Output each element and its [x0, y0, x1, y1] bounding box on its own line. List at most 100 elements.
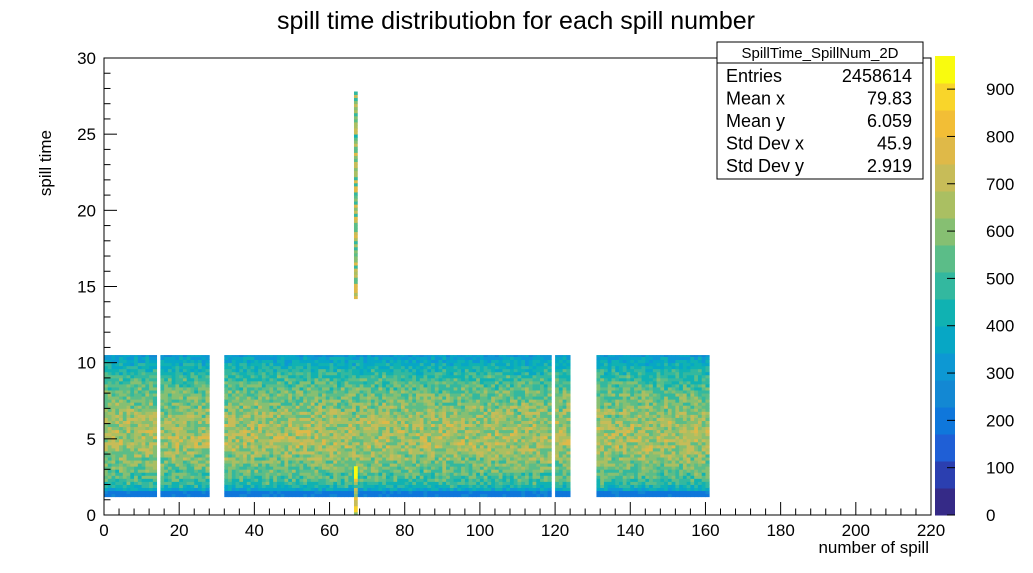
heatmap-cell: [446, 429, 451, 434]
heatmap-cell: [385, 478, 391, 482]
heatmap-cell: [269, 463, 274, 467]
heatmap-cell: [416, 396, 421, 400]
heatmap-cell: [457, 408, 462, 412]
heatmap-cell: [378, 466, 383, 470]
heatmap-cell: [370, 487, 376, 492]
heatmap-cell: [494, 402, 500, 406]
heatmap-cell: [130, 374, 135, 379]
heatmap-cell: [393, 387, 398, 391]
heatmap-cell: [310, 383, 315, 388]
heatmap-cell: [318, 402, 323, 406]
heatmap-cell: [126, 420, 131, 424]
heatmap-cell: [182, 493, 188, 498]
heatmap-cell: [224, 469, 229, 473]
heatmap-cell: [107, 457, 112, 461]
heatmap-cell: [446, 359, 451, 364]
heatmap-cell: [393, 402, 398, 406]
heatmap-cell: [197, 390, 203, 394]
heatmap-cell: [329, 454, 334, 458]
heatmap-cell: [374, 493, 379, 498]
heatmap-cell: [502, 466, 507, 470]
heatmap-cell: [367, 383, 372, 388]
heatmap-cell: [122, 484, 127, 488]
heatmap-cell: [329, 466, 334, 470]
heatmap-cell: [434, 444, 439, 449]
heatmap-cell: [276, 478, 282, 482]
heatmap-cell: [179, 466, 184, 470]
heatmap-cell: [416, 399, 421, 403]
heatmap-cell: [145, 411, 150, 415]
heatmap-cell: [318, 399, 323, 403]
heatmap-cell: [337, 444, 342, 449]
heatmap-cell: [164, 390, 169, 394]
heatmap-cell: [382, 365, 387, 370]
heatmap-cell: [374, 444, 379, 449]
heatmap-cell: [513, 393, 518, 397]
heatmap-cell: [261, 447, 267, 452]
heatmap-cell: [487, 460, 492, 464]
heatmap-cell: [442, 387, 447, 391]
heatmap-cell: [397, 460, 402, 464]
heatmap-cell: [284, 484, 289, 488]
heatmap-cell: [506, 362, 511, 367]
heatmap-cell: [442, 475, 447, 479]
heatmap-cell: [446, 457, 451, 461]
heatmap-cell: [239, 402, 244, 406]
heatmap-cell: [442, 466, 447, 470]
heatmap-cell: [239, 423, 244, 428]
heatmap-cell: [461, 490, 466, 495]
heatmap-cell: [449, 380, 454, 385]
heatmap-cell: [487, 390, 492, 394]
heatmap-cell: [104, 355, 109, 357]
heatmap-cell: [235, 411, 240, 415]
heatmap-cell: [197, 396, 203, 400]
heatmap-cell: [479, 444, 485, 449]
heatmap-cell: [111, 414, 116, 418]
heatmap-cell: [197, 420, 203, 424]
heatmap-cell: [258, 472, 263, 476]
heatmap-cell: [175, 493, 180, 498]
heatmap-cell: [149, 426, 154, 431]
heatmap-cell: [303, 432, 308, 437]
heatmap-cell: [318, 457, 323, 461]
heatmap-cell: [273, 368, 278, 373]
heatmap-cell: [122, 420, 127, 424]
heatmap-cell: [404, 355, 409, 357]
heatmap-cell: [442, 359, 447, 364]
heatmap-cell: [461, 463, 466, 467]
heatmap-cell: [494, 487, 500, 492]
heatmap-cell: [291, 383, 297, 388]
heatmap-cell: [291, 466, 297, 470]
heatmap-cell: [517, 457, 522, 461]
heatmap-cell: [130, 438, 135, 443]
heatmap-cell: [122, 454, 127, 458]
heatmap-cell: [506, 481, 511, 485]
heatmap-cell: [194, 460, 199, 464]
heatmap-cell: [397, 478, 402, 482]
heatmap-cell: [468, 457, 473, 461]
heatmap-cell: [513, 490, 518, 495]
heatmap-cell: [337, 460, 342, 464]
heatmap-cell: [137, 377, 142, 382]
heatmap-cell: [479, 383, 485, 388]
heatmap-cell: [506, 356, 511, 361]
heatmap-cell: [111, 362, 116, 367]
heatmap-cell: [145, 380, 150, 385]
heatmap-cell: [442, 447, 447, 452]
heatmap-cell: [310, 377, 315, 382]
heatmap-cell: [306, 362, 312, 367]
heatmap-cell: [291, 399, 297, 403]
heatmap-cell: [254, 484, 259, 488]
heatmap-cell: [284, 493, 289, 498]
heatmap-cell: [329, 475, 334, 479]
heatmap-cell: [104, 447, 109, 452]
heatmap-cell: [303, 371, 308, 376]
heatmap-cell: [404, 478, 409, 482]
heatmap-cell: [250, 408, 255, 412]
heatmap-cell: [310, 438, 315, 443]
heatmap-cell: [408, 472, 413, 476]
heatmap-cell: [295, 402, 300, 406]
heatmap-cell: [325, 493, 330, 498]
heatmap-cell: [370, 444, 376, 449]
heatmap-cell: [306, 444, 312, 449]
